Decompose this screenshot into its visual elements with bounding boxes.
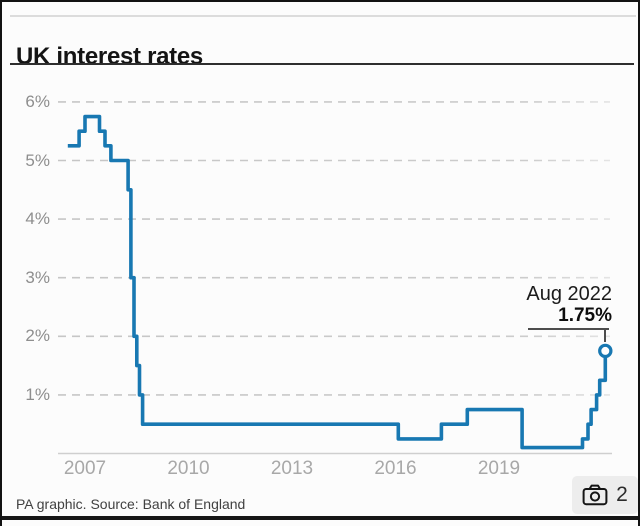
y-tick-label: 3%: [25, 267, 50, 287]
y-tick-label: 2%: [25, 326, 50, 346]
x-tick-label: 2019: [477, 458, 521, 479]
annotation-rate: 1.75%: [558, 305, 612, 326]
annotation-pointer-tick: [604, 328, 606, 342]
top-divider: [10, 15, 636, 17]
y-tick-label: 5%: [25, 150, 50, 170]
y-tick-label: 6%: [25, 91, 50, 111]
source-credit: PA graphic. Source: Bank of England: [16, 496, 246, 512]
chart-title: UK interest rates: [16, 43, 203, 71]
annotation-rule: [528, 328, 609, 330]
latest-point-marker: [598, 343, 613, 359]
bottom-border-bar: [0, 516, 640, 520]
rate-line: [67, 114, 608, 450]
annotation-date: Aug 2022: [526, 283, 612, 305]
title-underline: [10, 63, 634, 65]
y-tick-label: 1%: [25, 384, 50, 404]
x-tick-label: 2013: [270, 458, 314, 479]
camera-icon: [582, 484, 608, 506]
y-tick-label: 4%: [25, 209, 50, 229]
gallery-count: 2: [616, 483, 628, 506]
gridlines: [58, 101, 610, 396]
x-tick-label: 2007: [63, 458, 107, 479]
image-gallery-badge[interactable]: 2: [572, 476, 638, 514]
x-tick-label: 2010: [167, 458, 210, 479]
x-tick-label: 2016: [374, 458, 417, 479]
